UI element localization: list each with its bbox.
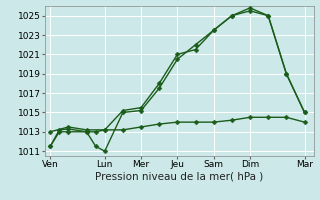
X-axis label: Pression niveau de la mer( hPa ): Pression niveau de la mer( hPa ) bbox=[95, 172, 263, 182]
